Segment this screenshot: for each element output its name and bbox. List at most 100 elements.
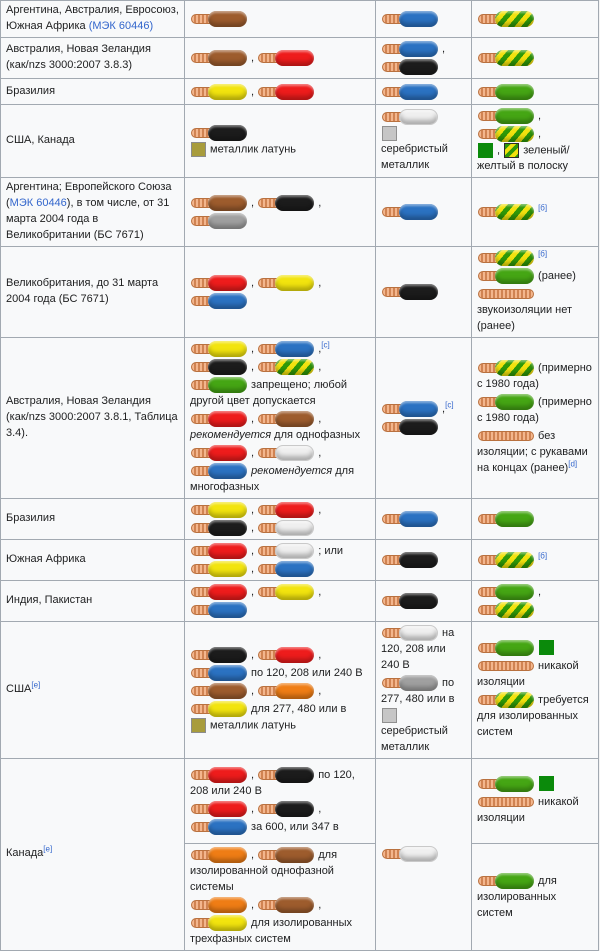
text-label: серебристый металлик [381,143,448,172]
text-label: , [248,360,258,373]
text-label: Австралия, Новая Зеландия (как/nzs 3000:… [6,394,178,439]
table-row: США[e] , , по 120, 208 или 240 В , , для… [0,620,599,759]
insulation-blue [208,664,247,681]
wire-black-icon [382,283,438,300]
wire-white-icon [258,542,315,559]
phase-cell: , ; или , [184,538,376,581]
wire-white-icon [258,519,315,536]
insulation-white [399,109,438,126]
insulation-black [399,551,438,568]
footnote-ref-link[interactable]: [б] [538,203,548,213]
insulation-brown [275,896,315,913]
wire-white-icon [382,846,438,863]
insulation-red [208,542,247,559]
ground-cell: [б] [471,177,599,248]
text-label: ), в том числе, от 31 марта 2004 года в … [6,197,170,242]
footnote-ref-link[interactable]: [e] [43,844,53,854]
insulation-blue [275,340,315,357]
insulation-brown [208,195,247,212]
footnote-ref-link[interactable]: [б] [538,249,548,259]
insulation-red [208,583,247,600]
insulation-orange [208,896,247,913]
insulation-white [275,542,315,559]
wire-yellow-icon [191,914,247,931]
text-label: , [248,85,258,98]
insulation-green [495,268,534,285]
insulation-gy [495,551,534,568]
insulation-green [495,583,534,600]
wire-green-icon [191,376,247,393]
footnote-ref-link[interactable]: [e] [31,680,41,690]
text-label: , [248,585,258,598]
wire-gy-icon [478,250,534,267]
neutral-cell [375,0,472,38]
wire-green-icon [478,583,534,600]
text-label: , [248,768,258,781]
wire-blue-icon [382,400,438,417]
wire-gy-icon [478,11,534,27]
footnote-ref-link[interactable]: [d] [568,459,578,469]
insulation-gy [495,11,534,27]
wire-brown-icon [191,195,247,212]
insulation-black [275,800,315,817]
insulation-black [208,358,247,375]
green-swatch-icon [478,143,493,158]
insulation-green [495,510,534,527]
insulation-yellow [208,700,247,717]
insulation-white [399,624,438,641]
wire-blue-icon [382,11,438,27]
text-label: зеленый/желтый в полоску [477,144,570,173]
footnote-ref-link[interactable]: [c] [445,400,454,410]
text-label: , [494,144,504,157]
text-label: , [315,648,322,661]
text-label: за 600, или 347 в [248,820,339,833]
phase-cell: , , , [184,497,376,540]
neutral-cell: на 120, 208 или 240 В по 277, 480 или в … [375,620,472,759]
wire-white-icon [382,624,438,641]
wire-grey-icon [191,213,247,230]
wire-orange-icon [258,682,315,699]
insulation-red [208,766,247,783]
footnote-ref-link[interactable]: [б] [538,550,548,560]
neutral-cell [375,78,472,105]
text-label: Канада [6,847,44,860]
wire-gy-icon [478,50,534,66]
wire-gy-icon [478,359,534,376]
insulation-blue [399,83,438,100]
phase-cell: , по 120, 208 или 240 В , , за 600, или … [184,757,376,844]
ground-cell: [б] [471,538,599,581]
ground-cell: никакой изоляции требуется для изолирова… [471,620,599,759]
text-label: Аргентина, Австралия, Евросоюз, Южная Аф… [6,4,179,32]
table-row: Австралия, Новая Зеландия (как/nzs 3000:… [0,336,599,499]
wire-black-icon [191,124,247,141]
ground-cell: [б] (ранее) звукоизоляции нет (ранее) [471,246,599,338]
table-row: Бразилия , , , [0,497,599,540]
insulation-blue [208,818,247,835]
standard-link[interactable]: МЭК 60446 [9,197,67,210]
table-row: Австралия, Новая Зеландия (как/nzs 3000:… [0,37,599,79]
insulation-white [399,846,438,863]
wire-yellow-icon [191,700,247,717]
country-cell: Южная Африка [0,538,185,581]
text-label: США, Канада [6,134,75,147]
silver-swatch-icon [382,126,397,142]
brass-swatch-icon [191,717,206,733]
wire-black-icon [191,358,247,375]
footnote-ref-link[interactable]: [c] [321,340,330,350]
phase-cell: , [184,78,376,105]
wire-orange-icon [191,896,247,913]
text-label: , [315,585,322,598]
text-label: , [248,276,258,289]
text-label: ; или [315,544,344,557]
text-label: для однофазных [271,428,361,441]
wire-gy-icon [258,358,315,375]
wire-brown-icon [258,410,315,427]
text-label: требуется для изолированных систем [477,693,589,738]
wire-red-icon [258,83,315,100]
wire-blue-icon [382,510,438,527]
text-label: , [535,585,542,598]
text-label: , [315,412,322,425]
standard-link[interactable]: (МЭК 60446) [88,20,154,32]
insulation-blue [399,510,438,527]
